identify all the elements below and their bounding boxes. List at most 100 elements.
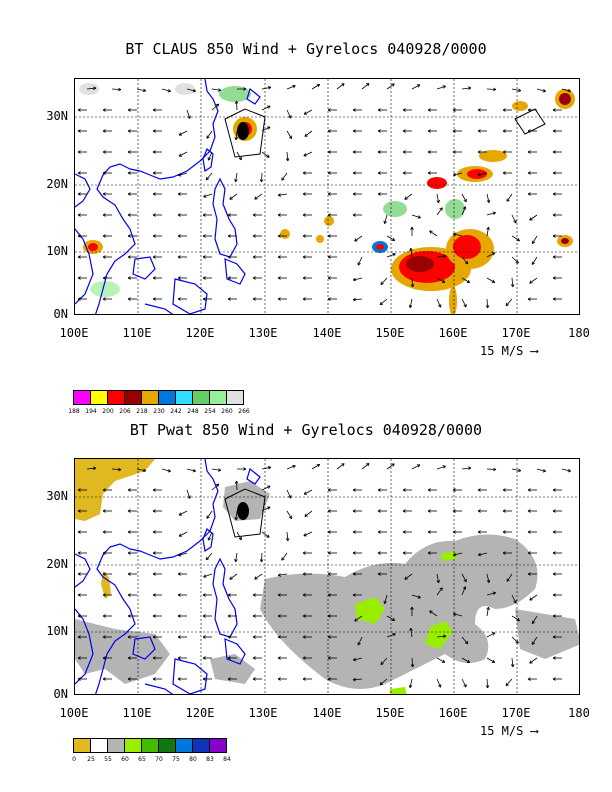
wind-arrow-head bbox=[208, 538, 211, 541]
wind-arrow-head bbox=[288, 136, 292, 140]
wind-arrow-head bbox=[377, 108, 381, 111]
wind-arrow-head bbox=[302, 298, 306, 301]
wind-arrow-head bbox=[453, 554, 457, 557]
wind-arrow-head bbox=[202, 657, 206, 660]
wind-arrow-head bbox=[453, 612, 457, 615]
wind-arrow-head bbox=[277, 235, 281, 238]
wind-arrow-head bbox=[517, 260, 519, 264]
wind-arrow bbox=[461, 657, 470, 663]
wind-arrow-head bbox=[254, 576, 257, 580]
wind-arrow-head bbox=[383, 220, 385, 224]
wind-arrow-head bbox=[527, 297, 531, 300]
wind-arrow-head bbox=[493, 467, 497, 470]
wind-arrow-head bbox=[177, 636, 181, 639]
wind-arrow-head bbox=[409, 685, 413, 689]
wind-arrow-head bbox=[203, 576, 207, 578]
wind-arrow-head bbox=[552, 297, 556, 300]
wind-arrow-head bbox=[127, 277, 131, 280]
lat-lon-grid bbox=[75, 459, 579, 694]
wind-arrow-head bbox=[452, 150, 456, 153]
wind-arrow-head bbox=[178, 132, 182, 136]
wind-arrow-head bbox=[77, 129, 81, 132]
colorbar-tick-label: 55 bbox=[104, 756, 112, 763]
wind-arrow-head bbox=[152, 129, 156, 132]
wind-arrow-head bbox=[532, 241, 536, 245]
wind-arrow bbox=[529, 657, 538, 664]
wind-arrow-head bbox=[357, 263, 361, 266]
wind-arrow bbox=[410, 628, 413, 638]
wind-arrow-head bbox=[268, 467, 272, 470]
colorbar-tick-label: 83 bbox=[206, 756, 214, 763]
wind-arrow bbox=[461, 206, 466, 216]
wind-arrow-head bbox=[505, 304, 509, 307]
wind-arrow-head bbox=[208, 158, 211, 161]
wind-arrow-head bbox=[402, 510, 406, 513]
wind-arrow-head bbox=[302, 615, 306, 618]
wind-arrow-head bbox=[383, 600, 385, 604]
wind-arrow bbox=[286, 489, 292, 499]
wind-arrow bbox=[353, 277, 363, 281]
wind-arrow-head bbox=[302, 277, 306, 280]
wind-arrow-head bbox=[252, 615, 256, 618]
wind-arrow-head bbox=[427, 531, 431, 534]
wind-arrow-head bbox=[227, 657, 231, 660]
wind-arrow bbox=[386, 253, 396, 258]
wind-arrow-head bbox=[462, 206, 466, 209]
wind-arrow bbox=[506, 573, 513, 582]
wind-arrow-head bbox=[127, 192, 131, 195]
wind-arrow-head bbox=[152, 531, 156, 534]
wind-arrow-head bbox=[352, 171, 356, 174]
wind-arrow-head bbox=[127, 193, 131, 196]
wind-arrow-head bbox=[552, 573, 556, 576]
wind-arrow-head bbox=[152, 171, 156, 174]
wind-arrow-head bbox=[327, 615, 331, 618]
colorbar-swatch bbox=[90, 390, 108, 405]
wind-arrow-head bbox=[303, 111, 307, 115]
wind-arrow bbox=[311, 464, 320, 470]
wind-arrow-head bbox=[418, 215, 421, 218]
wind-arrow-head bbox=[427, 151, 431, 154]
wind-arrow-head bbox=[118, 469, 122, 472]
wind-arrow bbox=[353, 657, 363, 661]
wind-arrow-head bbox=[277, 276, 281, 279]
coastlines bbox=[75, 79, 261, 314]
wind-arrow bbox=[511, 657, 514, 667]
wind-arrow-head bbox=[532, 621, 536, 625]
wind-arrow-head bbox=[127, 572, 131, 575]
wind-arrow-head bbox=[77, 213, 81, 216]
wind-arrow-head bbox=[102, 615, 106, 618]
wind-arrow-head bbox=[227, 678, 231, 681]
wind-arrow-head bbox=[127, 276, 131, 279]
wind-arrow-head bbox=[127, 489, 131, 492]
wind-arrow-head bbox=[502, 510, 506, 513]
wind-arrow-head bbox=[352, 214, 356, 217]
wind-arrow bbox=[453, 613, 463, 617]
wind-arrow-head bbox=[293, 465, 296, 469]
panel-2-lat-10n: 10N bbox=[46, 624, 68, 638]
panel-1-lon-120e: 120E bbox=[185, 326, 215, 340]
colorbar-swatch bbox=[73, 738, 91, 753]
wind-arrow-head bbox=[384, 601, 387, 604]
wind-arrow-head bbox=[177, 234, 181, 237]
wind-arrow-head bbox=[443, 85, 446, 89]
wind-arrow-head bbox=[427, 109, 431, 112]
wind-arrow-head bbox=[477, 531, 481, 534]
colorbar-tick-label: 188 bbox=[68, 408, 80, 415]
wind-arrow bbox=[511, 214, 517, 224]
wind-arrow-head bbox=[127, 234, 131, 237]
wind-arrow-head bbox=[552, 151, 556, 154]
wind-arrow-head bbox=[127, 657, 131, 660]
wind-arrow-head bbox=[443, 465, 446, 469]
wind-arrow-head bbox=[552, 657, 556, 660]
wind-arrow-head bbox=[202, 636, 206, 639]
wind-arrow-head bbox=[492, 252, 496, 256]
wind-arrow-head bbox=[327, 129, 331, 132]
wind-arrow-head bbox=[202, 276, 206, 279]
wind-arrow bbox=[254, 573, 263, 580]
wind-arrow-head bbox=[252, 297, 256, 300]
panel-2-lon-160e: 160E bbox=[438, 706, 468, 720]
wind-arrow-head bbox=[317, 464, 321, 468]
wind-arrow-head bbox=[552, 594, 556, 597]
wind-arrow-head bbox=[393, 253, 396, 257]
wind-arrow-head bbox=[467, 86, 472, 89]
